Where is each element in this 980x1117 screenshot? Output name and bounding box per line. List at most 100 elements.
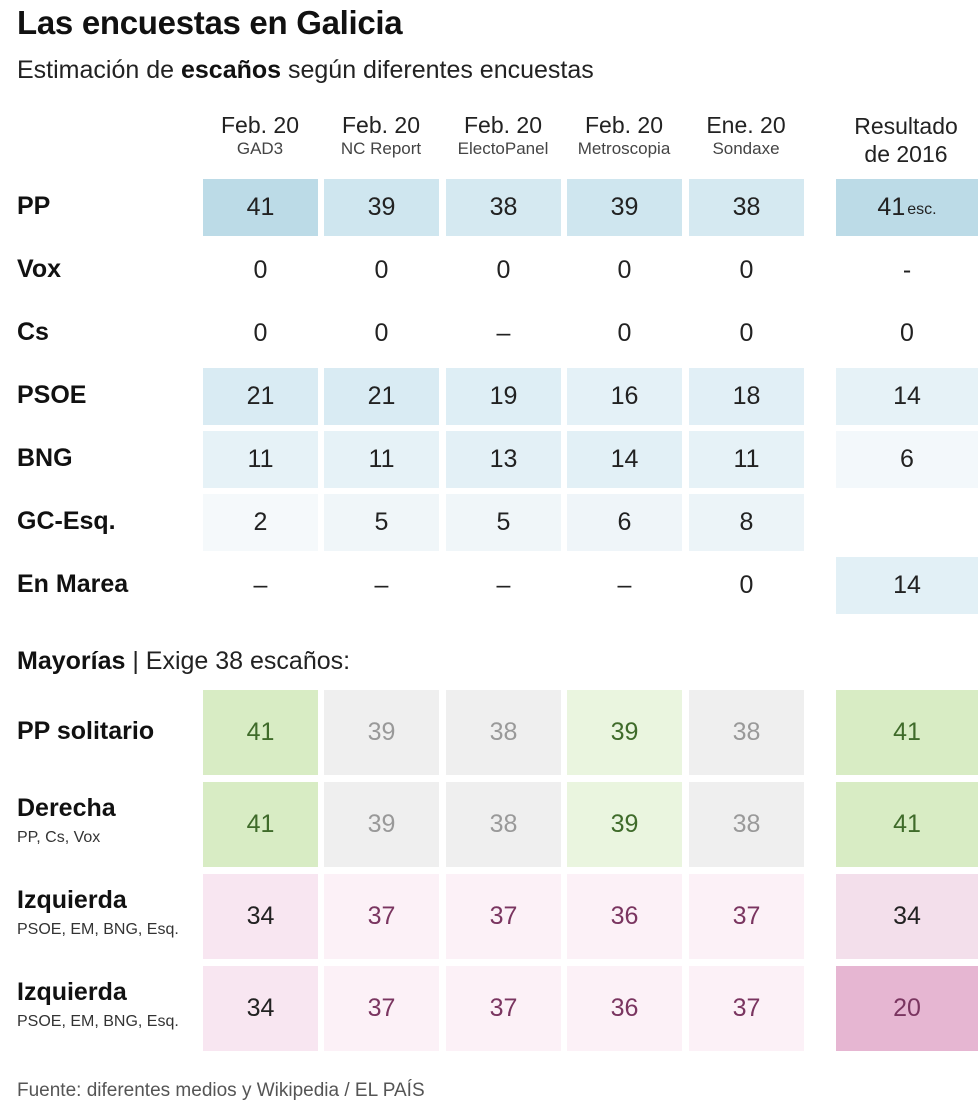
column-date: Feb. 20 — [342, 112, 420, 138]
majority-cell: 36 — [567, 874, 682, 959]
column-date: Ene. 20 — [706, 112, 786, 138]
column-date: Feb. 20 — [464, 112, 542, 138]
column-date: Feb. 20 — [585, 112, 663, 138]
majority-cell: 39 — [567, 782, 682, 867]
party-cell: 14 — [567, 431, 682, 488]
party-cell: 8 — [689, 494, 804, 551]
party-cell: 38 — [446, 179, 561, 236]
majority-result-cell: 41 — [836, 782, 978, 867]
column-source: Sondaxe — [712, 139, 780, 158]
majority-cell: 37 — [446, 874, 561, 959]
majority-cell: 39 — [324, 782, 439, 867]
majority-cell: 41 — [203, 782, 318, 867]
majority-cell: 37 — [446, 966, 561, 1051]
result-value: 6 — [900, 445, 914, 473]
party-cell: – — [617, 571, 632, 599]
result-cell: 41 esc. — [836, 179, 978, 236]
column-date: Feb. 20 — [221, 112, 299, 138]
result-column-header: Resultado de 2016 — [854, 113, 958, 167]
majority-label: PP solitario — [17, 717, 155, 745]
party-cell: 41 — [203, 179, 318, 236]
seats-suffix: esc. — [907, 200, 937, 218]
majority-label: Izquierda — [17, 886, 127, 914]
party-cell: 0 — [739, 256, 754, 284]
party-cell: 0 — [374, 256, 389, 284]
chart-subtitle: Estimación de escaños según diferentes e… — [17, 56, 594, 84]
result-value: 14 — [893, 382, 921, 410]
majority-result-cell: 34 — [836, 874, 978, 959]
majority-sublabel: PP, Cs, Vox — [17, 829, 101, 846]
party-cell: 16 — [567, 368, 682, 425]
majority-cell: 36 — [567, 966, 682, 1051]
result-cell: 0 — [836, 305, 978, 362]
result-value: - — [902, 256, 912, 284]
party-cell: – — [253, 571, 268, 599]
column-header-sondaxe: Ene. 20 Sondaxe — [687, 112, 805, 160]
party-cell: 11 — [689, 431, 804, 488]
party-cell: 19 — [446, 368, 561, 425]
majority-cell: 39 — [567, 690, 682, 775]
chart-title: Las encuestas en Galicia — [17, 4, 403, 41]
majority-cell: 34 — [203, 966, 318, 1051]
party-cell: 0 — [253, 319, 268, 347]
party-label: PP — [17, 192, 51, 220]
majority-cell: 37 — [324, 966, 439, 1051]
majority-cell: 34 — [203, 874, 318, 959]
party-cell: 0 — [739, 319, 754, 347]
party-label: Cs — [17, 318, 49, 346]
party-cell: 2 — [203, 494, 318, 551]
party-label: GC-Esq. — [17, 507, 116, 535]
party-label: Vox — [17, 255, 61, 283]
party-cell: 11 — [324, 431, 439, 488]
party-cell: 21 — [203, 368, 318, 425]
column-header-electopanel: Feb. 20 ElectoPanel — [444, 112, 562, 160]
column-source: Metroscopia — [577, 139, 671, 158]
column-source: NC Report — [340, 139, 422, 158]
party-cell: 39 — [567, 179, 682, 236]
majority-cell: 37 — [689, 874, 804, 959]
majority-cell: 38 — [689, 782, 804, 867]
party-cell: – — [496, 319, 511, 347]
party-cell: 18 — [689, 368, 804, 425]
party-cell: 0 — [617, 256, 632, 284]
result-cell: 6 — [836, 431, 978, 488]
result-value: 0 — [900, 319, 914, 347]
party-cell: – — [496, 571, 511, 599]
party-label: PSOE — [17, 381, 87, 409]
majorities-section-heading: Mayorías | Exige 38 escaños: — [17, 647, 351, 675]
column-header-nc-report: Feb. 20 NC Report — [322, 112, 440, 160]
party-cell: 0 — [374, 319, 389, 347]
party-cell: 38 — [689, 179, 804, 236]
party-cell: 13 — [446, 431, 561, 488]
majority-cell: 38 — [446, 690, 561, 775]
result-cell: 14 — [836, 557, 978, 614]
party-cell: 5 — [446, 494, 561, 551]
party-cell: 39 — [324, 179, 439, 236]
majority-cell: 39 — [324, 690, 439, 775]
column-source: ElectoPanel — [457, 139, 549, 158]
party-cell: 0 — [253, 256, 268, 284]
result-value: 14 — [893, 571, 921, 599]
majority-cell: 38 — [446, 782, 561, 867]
party-cell: – — [374, 571, 389, 599]
party-cell: 6 — [567, 494, 682, 551]
party-cell: 21 — [324, 368, 439, 425]
majority-label: Derecha — [17, 794, 116, 822]
party-label: BNG — [17, 444, 73, 472]
party-cell: 11 — [203, 431, 318, 488]
party-cell: 0 — [496, 256, 511, 284]
result-value: 41 — [877, 193, 906, 221]
result-cell — [836, 494, 978, 551]
majority-result-cell: 20 — [836, 966, 978, 1051]
column-header-gad3: Feb. 20 GAD3 — [201, 112, 319, 160]
source-footer: Fuente: diferentes medios y Wikipedia / … — [17, 1080, 425, 1101]
majority-label: Izquierda — [17, 978, 127, 1006]
column-source: GAD3 — [236, 139, 284, 158]
party-cell: 5 — [324, 494, 439, 551]
party-label: En Marea — [17, 570, 129, 598]
majority-sublabel: PSOE, EM, BNG, Esq. — [17, 921, 179, 938]
majority-cell: 37 — [324, 874, 439, 959]
result-cell: 14 — [836, 368, 978, 425]
majority-result-cell: 41 — [836, 690, 978, 775]
majority-cell: 37 — [689, 966, 804, 1051]
